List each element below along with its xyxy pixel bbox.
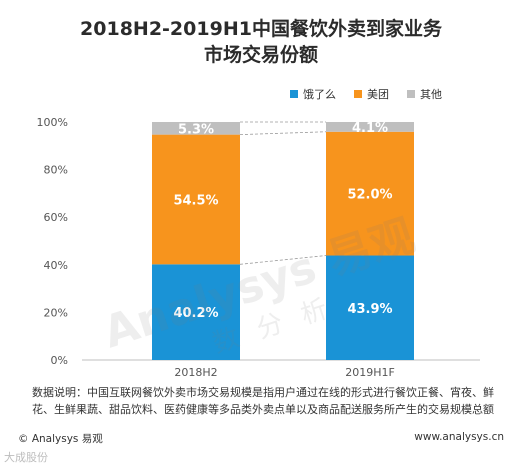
y-tick-label: 40% [44,259,68,272]
data-note: 数据说明：中国互联网餐饮外卖市场交易规模是指用户通过在线的形式进行餐饮正餐、宵夜… [32,386,494,416]
legend-item-other: 其他 [407,86,442,102]
data-label: 4.1% [352,121,388,136]
legend-swatch-eleme [290,90,298,98]
y-tick-label: 80% [44,164,68,177]
legend-label-other: 其他 [420,88,442,101]
data-label: 54.5% [173,193,218,208]
bar-segment [326,255,414,360]
data-label: 52.0% [347,188,392,203]
data-label: 43.9% [347,302,392,317]
bar-segment [152,264,240,360]
legend-swatch-meituan [354,90,362,98]
connector-line [239,131,327,136]
legend-item-eleme: 饿了么 [290,86,336,102]
legend-label-meituan: 美团 [367,88,389,101]
legend-swatch-other [407,90,415,98]
y-tick-label: 0% [51,354,68,367]
watermark-bottom: 大成股份 [4,451,48,464]
y-tick-label: 20% [44,306,68,319]
x-tick-label: 2019H1F [345,366,395,379]
legend-label-eleme: 饿了么 [303,88,336,101]
connector-line [239,255,327,265]
chart-title-line1: 2018H2-2019H1中国餐饮外卖到家业务 [80,18,442,40]
bar-segment [326,122,414,132]
bar-segment [152,134,240,265]
bar-segment [152,122,240,135]
data-label: 40.2% [173,306,218,321]
footer-url: www.analysys.cn [414,431,504,443]
chart-title-line2: 市场交易份额 [203,44,318,66]
x-tick-label: 2018H2 [174,366,217,379]
legend-item-meituan: 美团 [354,86,389,102]
stacked-bar-chart: 0% 20% 40% 60% 80% 100% 40.2% 54.5% 5.3% 2018H2 43… [37,116,480,379]
legend: 饿了么 美团 其他 [290,86,442,102]
bar-segment [326,131,414,256]
footer-copyright: © Analysys 易观 [18,433,103,445]
y-tick-label: 60% [44,211,68,224]
y-tick-label: 100% [37,116,68,129]
data-label: 5.3% [178,122,214,137]
